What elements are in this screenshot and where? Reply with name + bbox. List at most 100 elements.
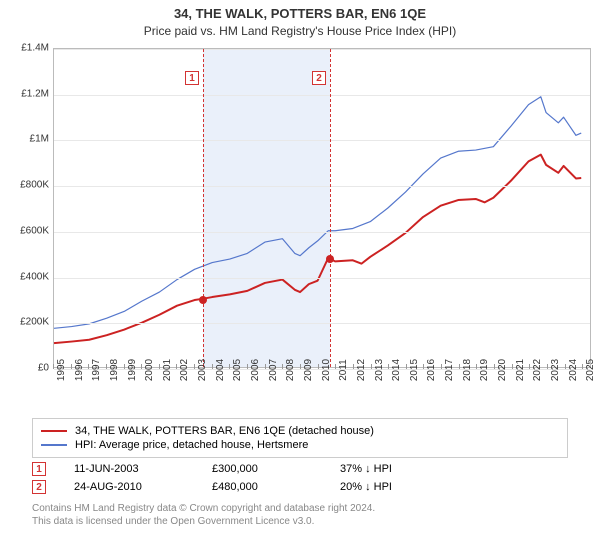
- x-tick: [194, 364, 195, 369]
- chart-title: 34, THE WALK, POTTERS BAR, EN6 1QE: [4, 6, 596, 21]
- chart-area: 12 £0£200K£400K£600K£800K£1M£1.2M£1.4M19…: [5, 44, 595, 414]
- x-axis-label: 2019: [479, 359, 490, 381]
- x-axis-label: 2006: [250, 359, 261, 381]
- x-tick: [229, 364, 230, 369]
- x-tick: [494, 364, 495, 369]
- x-tick: [459, 364, 460, 369]
- chart-container: 34, THE WALK, POTTERS BAR, EN6 1QE Price…: [0, 0, 600, 560]
- x-tick: [476, 364, 477, 369]
- chart-subtitle: Price paid vs. HM Land Registry's House …: [4, 24, 596, 38]
- x-axis-label: 2002: [179, 359, 190, 381]
- x-axis-label: 2003: [197, 359, 208, 381]
- x-tick: [565, 364, 566, 369]
- x-tick: [406, 364, 407, 369]
- gridline: [54, 186, 590, 187]
- x-axis-label: 2011: [338, 359, 349, 381]
- transaction-delta: 20% ↓ HPI: [340, 481, 392, 493]
- gridline: [54, 278, 590, 279]
- x-tick: [300, 364, 301, 369]
- x-axis-label: 2017: [444, 359, 455, 381]
- x-axis-label: 2000: [144, 359, 155, 381]
- x-axis-label: 2022: [532, 359, 543, 381]
- x-axis-label: 2012: [356, 359, 367, 381]
- y-axis-label: £600K: [5, 225, 49, 236]
- gridline: [54, 95, 590, 96]
- x-tick: [335, 364, 336, 369]
- x-tick: [529, 364, 530, 369]
- transaction-price: £300,000: [212, 463, 312, 475]
- x-axis-label: 2013: [374, 359, 385, 381]
- x-tick: [371, 364, 372, 369]
- marker-vline: [203, 49, 204, 367]
- x-tick: [388, 364, 389, 369]
- x-tick: [71, 364, 72, 369]
- series-hpi: [54, 97, 581, 329]
- y-axis-label: £400K: [5, 271, 49, 282]
- legend-label: 34, THE WALK, POTTERS BAR, EN6 1QE (deta…: [75, 425, 374, 437]
- x-axis-label: 2008: [285, 359, 296, 381]
- x-axis-label: 2014: [391, 359, 402, 381]
- transaction-date: 24-AUG-2010: [74, 481, 184, 493]
- y-axis-label: £0: [5, 363, 49, 374]
- gridline: [54, 140, 590, 141]
- transaction-delta: 37% ↓ HPI: [340, 463, 392, 475]
- x-axis-label: 2009: [303, 359, 314, 381]
- x-tick: [318, 364, 319, 369]
- x-axis-label: 2018: [462, 359, 473, 381]
- x-tick: [247, 364, 248, 369]
- y-axis-label: £1M: [5, 134, 49, 145]
- x-tick: [212, 364, 213, 369]
- x-axis-label: 2001: [162, 359, 173, 381]
- legend-item: 34, THE WALK, POTTERS BAR, EN6 1QE (deta…: [41, 425, 559, 437]
- attribution-line1: Contains HM Land Registry data © Crown c…: [32, 502, 568, 515]
- legend-item: HPI: Average price, detached house, Hert…: [41, 439, 559, 451]
- x-axis-label: 2015: [409, 359, 420, 381]
- x-axis-label: 1998: [109, 359, 120, 381]
- y-axis-label: £200K: [5, 317, 49, 328]
- x-tick: [547, 364, 548, 369]
- transaction-date: 11-JUN-2003: [74, 463, 184, 475]
- x-axis-label: 2010: [321, 359, 332, 381]
- gridline: [54, 49, 590, 50]
- marker-box: 2: [312, 71, 326, 85]
- x-tick: [512, 364, 513, 369]
- legend-swatch: [41, 444, 67, 446]
- x-axis-label: 1996: [74, 359, 85, 381]
- x-axis-label: 2025: [585, 359, 596, 381]
- legend-swatch: [41, 430, 67, 432]
- x-tick: [124, 364, 125, 369]
- x-tick: [53, 364, 54, 369]
- y-axis-label: £1.4M: [5, 43, 49, 54]
- x-tick: [88, 364, 89, 369]
- sale-dot: [199, 296, 207, 304]
- x-axis-label: 1997: [91, 359, 102, 381]
- marker-box: 1: [185, 71, 199, 85]
- plot-region: 12: [53, 48, 591, 368]
- marker-vline: [330, 49, 331, 367]
- transaction-price: £480,000: [212, 481, 312, 493]
- line-layer: [54, 49, 590, 367]
- attribution: Contains HM Land Registry data © Crown c…: [32, 502, 568, 528]
- sale-dot: [326, 255, 334, 263]
- x-axis-label: 1995: [56, 359, 67, 381]
- x-tick: [141, 364, 142, 369]
- x-tick: [176, 364, 177, 369]
- y-axis-label: £800K: [5, 180, 49, 191]
- transaction-row: 1 11-JUN-2003 £300,000 37% ↓ HPI: [32, 462, 596, 476]
- y-axis-label: £1.2M: [5, 88, 49, 99]
- x-axis-label: 1999: [127, 359, 138, 381]
- series-property: [54, 155, 581, 344]
- x-tick: [582, 364, 583, 369]
- legend-label: HPI: Average price, detached house, Hert…: [75, 439, 308, 451]
- attribution-line2: This data is licensed under the Open Gov…: [32, 515, 568, 528]
- gridline: [54, 232, 590, 233]
- transaction-marker: 1: [32, 462, 46, 476]
- x-axis-label: 2005: [232, 359, 243, 381]
- x-tick: [159, 364, 160, 369]
- x-tick: [441, 364, 442, 369]
- x-axis-label: 2016: [426, 359, 437, 381]
- x-axis-label: 2021: [515, 359, 526, 381]
- x-axis-label: 2023: [550, 359, 561, 381]
- x-tick: [353, 364, 354, 369]
- gridline: [54, 323, 590, 324]
